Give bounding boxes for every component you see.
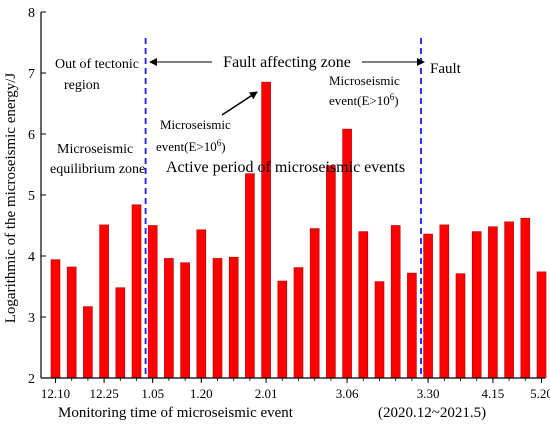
bar: [439, 224, 450, 379]
annotation-fault: Fault: [430, 61, 462, 77]
bar: [50, 259, 61, 379]
annotation-event-right-exponent: 6: [390, 92, 395, 102]
bar: [261, 81, 271, 379]
x-tick-label: 5.20: [530, 386, 550, 401]
bar: [180, 262, 190, 379]
bars-group: [50, 81, 547, 379]
bar: [326, 165, 336, 379]
bar: [83, 306, 93, 379]
x-tick-label: 3.06: [336, 386, 359, 401]
x-tick-label: 12.10: [41, 386, 70, 401]
annotation-out-of-tectonic-line1: Out of tectonic: [55, 57, 139, 72]
bar: [212, 258, 223, 379]
bar: [196, 229, 207, 379]
x-tick-label: 4.15: [482, 386, 505, 401]
annotation-equilibrium-line1: Microseismic: [57, 142, 133, 157]
x-axis-title: Monitoring time of microseismic event: [58, 405, 294, 421]
bar: [164, 258, 174, 379]
bar: [147, 225, 158, 379]
annotation-event-left-line2: event(E>106): [156, 138, 226, 154]
bar: [309, 228, 320, 379]
bar: [520, 217, 531, 379]
x-tick-label: 12.25: [89, 386, 118, 401]
y-ticks-group: 2 3 4 5 6 7 8: [28, 6, 46, 387]
boundary-lines-group: [144, 38, 422, 378]
x-tick-label: 1.20: [190, 386, 213, 401]
bar: [66, 266, 77, 379]
bar: [115, 287, 126, 379]
annotation-equilibrium-line2: equilibrium zone: [50, 162, 145, 177]
bar: [293, 267, 304, 379]
y-tick-label: 2: [28, 372, 35, 387]
annotation-active-period: Active period of microseismic events: [166, 159, 405, 176]
annotation-event-left-base: event(E>10: [156, 139, 217, 154]
annotation-fault-affecting-zone: Fault affecting zone: [223, 54, 351, 71]
annotation-event-left-exponent: 6: [217, 138, 222, 148]
y-tick-label: 8: [28, 6, 35, 21]
x-tick-label: 3.30: [417, 386, 440, 401]
annotation-event-right-close: ): [394, 93, 398, 108]
annotation-event-right-line2: event(E>106): [329, 92, 399, 108]
y-tick-label: 5: [28, 189, 35, 204]
bar: [228, 256, 239, 379]
annotation-event-left-line1: Microseismic: [160, 117, 231, 132]
x-axis-date-range: (2020.12~2021.5): [378, 405, 486, 421]
bar: [374, 281, 385, 379]
y-tick-label: 3: [28, 311, 35, 326]
bar: [99, 224, 109, 379]
bar: [131, 204, 142, 379]
y-axis-title: Logarithmic of the microseismic energy/J: [3, 73, 19, 324]
bar: [277, 280, 288, 379]
annotation-out-of-tectonic-line2: region: [64, 78, 100, 93]
bar: [471, 231, 482, 379]
annotation-event-right-line1: Microseismic: [329, 73, 400, 88]
annotation-event-left-arrow: [221, 91, 258, 116]
annotation-event-right-base: event(E>10: [329, 93, 390, 108]
y-tick-label: 7: [28, 67, 35, 82]
y-tick-label: 4: [28, 250, 35, 265]
annotation-event-left-close: ): [221, 139, 225, 154]
x-tick-label: 2.01: [255, 386, 278, 401]
x-tick-label: 1.05: [141, 386, 164, 401]
bar: [407, 272, 417, 379]
bar: [390, 225, 401, 379]
bar: [423, 233, 433, 379]
bar: [504, 221, 514, 379]
bar: [536, 271, 547, 379]
bar: [245, 173, 255, 379]
bar: [488, 226, 498, 379]
bar: [455, 273, 466, 379]
x-ticks-group: 12.10 12.25 1.05 1.20 2.01 3.06 3.30 4.15 5.20: [41, 378, 550, 401]
y-tick-label: 6: [28, 128, 35, 143]
bar: [358, 231, 369, 379]
